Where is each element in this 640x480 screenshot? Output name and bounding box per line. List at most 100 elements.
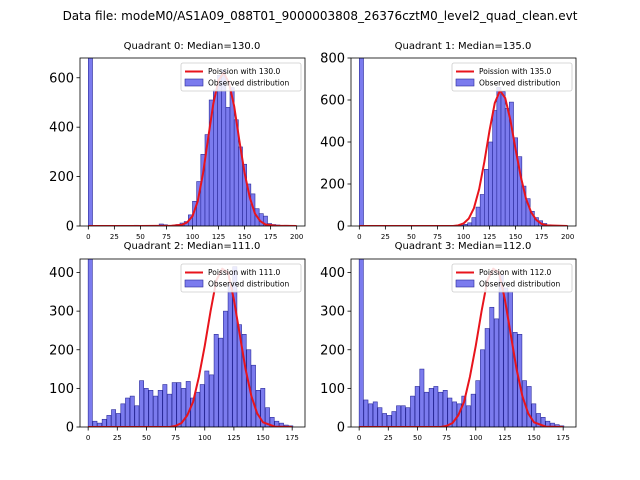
histogram-bar xyxy=(237,324,242,427)
quadrant-1-chart: Quadrant 1: Median=135.0 0 200 400 600 800 0 2… xyxy=(320,41,577,241)
x-tick-label: 0 xyxy=(86,434,90,442)
histogram-bar xyxy=(470,393,476,427)
y-tick-label: 600 xyxy=(49,71,74,86)
histogram-bar xyxy=(368,403,373,427)
histogram-bar xyxy=(428,388,434,427)
y-tick-label: 400 xyxy=(320,136,345,151)
x-tick-label: 0 xyxy=(357,233,361,241)
histogram-bar xyxy=(391,411,397,427)
legend-line-label: Poission with 130.0 xyxy=(208,67,281,76)
legend-bar-label: Observed distribution xyxy=(479,79,560,88)
legend-line-label: Poission with 112.0 xyxy=(479,268,552,277)
x-tick-label: 200 xyxy=(290,233,303,241)
histogram-bar xyxy=(442,390,448,427)
histogram-bar xyxy=(143,388,149,427)
y-tick-label: 200 xyxy=(49,343,74,358)
legend: Poission with 130.0 Observed distribution xyxy=(180,62,302,92)
x-tick-label: 150 xyxy=(509,233,522,241)
histogram-bar xyxy=(496,87,502,226)
legend-line-label: Poission with 111.0 xyxy=(208,268,281,277)
x-tick-label: 50 xyxy=(136,233,145,241)
x-tick-label: 50 xyxy=(407,233,416,241)
x-tick-label: 125 xyxy=(498,434,511,442)
histogram-bar xyxy=(536,413,541,427)
y-tick-label: 300 xyxy=(49,305,74,320)
histogram-bar xyxy=(88,58,93,226)
histogram-bar xyxy=(213,89,218,226)
legend-bar-swatch xyxy=(455,279,475,288)
y-tick-label: 300 xyxy=(320,305,345,320)
y-tick-label: 800 xyxy=(320,52,345,67)
histogram-bar xyxy=(467,222,473,226)
y-tick-label: 100 xyxy=(320,382,345,397)
legend-box xyxy=(451,62,573,92)
histogram-bar xyxy=(400,405,406,427)
y-tick-label: 200 xyxy=(320,343,345,358)
x-tick-label: 75 xyxy=(442,434,451,442)
x-tick-label: 175 xyxy=(264,233,277,241)
histogram-bar xyxy=(185,381,191,427)
histogram-bar xyxy=(162,384,168,427)
histogram-bar xyxy=(227,283,233,427)
histogram-bar xyxy=(550,422,555,427)
x-tick-label: 125 xyxy=(227,434,240,442)
x-tick-label: 150 xyxy=(527,434,540,442)
histogram-bar xyxy=(217,74,222,226)
histogram-bar xyxy=(204,370,210,427)
histogram-bar xyxy=(129,395,135,427)
histogram-bar xyxy=(484,169,489,226)
histogram-bar xyxy=(221,70,227,226)
histogram-bar xyxy=(438,391,443,427)
histogram-bar xyxy=(471,217,477,226)
quadrant-1-title: Quadrant 1: Median=135.0 xyxy=(395,41,532,52)
quadrant-3-title: Quadrant 3: Median=112.0 xyxy=(395,241,532,252)
x-tick-label: 100 xyxy=(469,434,482,442)
histogram-bar xyxy=(255,390,261,427)
x-tick-label: 0 xyxy=(357,434,361,442)
x-tick-label: 25 xyxy=(113,434,122,442)
histogram-bar xyxy=(87,259,93,427)
legend-line-label: Poission with 135.0 xyxy=(479,67,552,76)
x-tick-label: 150 xyxy=(256,434,269,442)
quadrant-2-chart: Quadrant 2: Median=111.0 0 100 200 300 400 0 2… xyxy=(49,241,306,442)
y-tick-label: 600 xyxy=(320,94,345,109)
x-tick-label: 175 xyxy=(556,434,569,442)
legend: Poission with 111.0 Observed distribution xyxy=(180,263,302,293)
histogram-bar xyxy=(500,91,506,226)
histogram-bar xyxy=(475,206,481,226)
histogram-bar xyxy=(479,194,485,226)
histogram-bar xyxy=(461,395,467,427)
y-tick-label: 0 xyxy=(66,220,74,235)
y-tick-label: 400 xyxy=(49,266,74,281)
x-tick-label: 50 xyxy=(413,434,422,442)
x-tick-label: 125 xyxy=(483,233,496,241)
histogram-bar xyxy=(218,337,224,427)
histogram-bar xyxy=(526,386,532,427)
histogram-bar xyxy=(265,407,270,427)
x-tick-label: 75 xyxy=(433,233,442,241)
histogram-bar xyxy=(508,291,513,427)
y-tick-label: 200 xyxy=(49,170,74,185)
histogram-bar xyxy=(101,418,107,427)
legend-bar-label: Observed distribution xyxy=(208,280,289,289)
axes-frame xyxy=(79,258,306,428)
x-tick-label: 25 xyxy=(381,233,390,241)
histogram-bar xyxy=(480,349,485,427)
legend-bar-swatch xyxy=(184,78,204,87)
histogram-bar xyxy=(171,382,177,427)
histogram-bar xyxy=(363,399,369,427)
histogram-bar xyxy=(410,395,415,427)
histogram-bar xyxy=(241,334,247,427)
legend-bar-label: Observed distribution xyxy=(208,79,289,88)
quadrant-0-title: Quadrant 0: Median=130.0 xyxy=(124,41,261,52)
y-tick-label: 0 xyxy=(66,421,74,436)
legend: Poission with 135.0 Observed distribution xyxy=(451,62,573,92)
legend-box xyxy=(180,263,302,293)
histogram-bar xyxy=(260,388,266,427)
y-tick-label: 0 xyxy=(337,220,345,235)
quadrant-0-chart: Quadrant 0: Median=130.0 0 200 400 600 0 25 50… xyxy=(49,41,306,241)
x-tick-label: 25 xyxy=(384,434,393,442)
x-tick-label: 175 xyxy=(285,434,298,442)
histogram-bar xyxy=(498,274,504,427)
histogram-bar xyxy=(125,397,130,427)
